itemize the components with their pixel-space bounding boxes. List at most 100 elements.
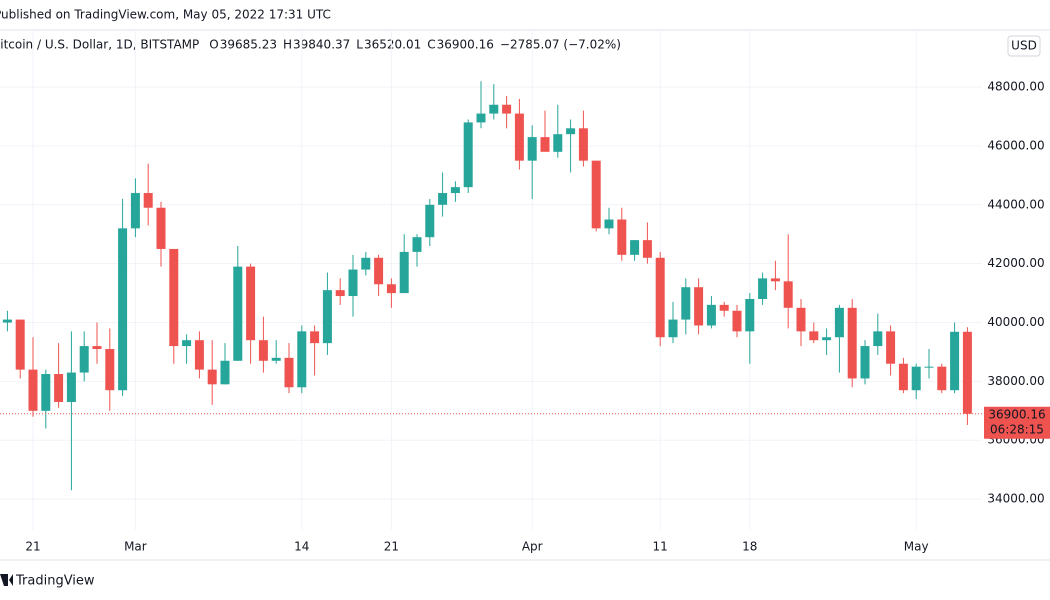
candle-body <box>578 128 588 161</box>
candle-body <box>617 219 627 255</box>
y-tick-label: 42000.00 <box>987 256 1044 270</box>
candle-body <box>118 228 128 391</box>
candle-body <box>822 337 832 341</box>
brand-logo <box>0 574 13 586</box>
candle-body <box>28 369 38 411</box>
x-tick-label: 18 <box>742 540 757 554</box>
candle-body <box>386 284 396 294</box>
candle-body <box>527 137 537 161</box>
candle-body <box>220 360 230 385</box>
candle-body <box>540 137 550 152</box>
ohlc-value: 36520.01 <box>364 38 421 52</box>
candle-body <box>911 366 921 391</box>
candle-body <box>604 219 614 229</box>
y-tick-label: 34000.00 <box>987 492 1044 506</box>
last-price-label: 36900.16 <box>988 407 1045 421</box>
candle-body <box>374 257 384 285</box>
candle-body <box>668 319 678 338</box>
candle-body <box>476 113 486 123</box>
x-tick-label: 21 <box>384 540 399 554</box>
candle-body <box>591 160 601 229</box>
candle-body <box>873 331 883 347</box>
ohlc-value: 39685.23 <box>220 38 277 52</box>
published-note: Published on TradingView.com, May 05, 20… <box>0 8 331 22</box>
candle-body <box>438 193 448 205</box>
candle-body <box>834 307 844 338</box>
ohlc-value: 39840.37 <box>293 38 350 52</box>
x-tick-label: May <box>904 540 929 554</box>
candle-body <box>169 248 179 347</box>
candle-body <box>79 346 89 373</box>
candle-body <box>706 304 716 326</box>
ohlc-key: H <box>283 38 292 52</box>
currency-label[interactable]: USD <box>1011 39 1037 53</box>
candle-body <box>860 346 870 379</box>
candle-body <box>297 331 307 388</box>
candle-body <box>796 307 806 332</box>
candle-body <box>399 251 409 294</box>
symbol-title: Bitcoin / U.S. Dollar, 1D, BITSTAMP <box>0 38 199 52</box>
candle-body <box>642 240 652 258</box>
candle-body <box>732 310 742 332</box>
ohlc-key: L <box>356 38 363 52</box>
change: −2785.07 (−7.02%) <box>500 38 621 52</box>
ohlc-key: C <box>427 38 435 52</box>
x-tick-label: 21 <box>25 540 40 554</box>
candle-body <box>847 307 857 379</box>
candle-body <box>105 349 115 391</box>
candle-body <box>924 366 934 368</box>
candle-body <box>92 346 102 350</box>
candle-body <box>783 281 793 308</box>
candle-body <box>489 104 499 114</box>
y-tick-label: 40000.00 <box>987 315 1044 329</box>
candle-body <box>2 319 12 323</box>
candle-body <box>950 331 960 391</box>
candle-body <box>809 331 819 341</box>
currency-button[interactable] <box>1007 35 1041 57</box>
candle-body <box>156 207 166 249</box>
candle-body <box>182 340 192 347</box>
candle-body <box>246 266 256 341</box>
candle-body <box>502 104 512 114</box>
y-tick-label: 38000.00 <box>987 374 1044 388</box>
candle-body <box>258 340 268 361</box>
y-tick-label: 48000.00 <box>987 80 1044 94</box>
candle-body <box>758 278 768 299</box>
candle-body <box>361 257 371 270</box>
candle-body <box>694 287 704 326</box>
y-tick-label: 46000.00 <box>987 138 1044 152</box>
candle-body <box>335 290 345 297</box>
candle-body <box>425 204 435 238</box>
candle-body <box>41 374 51 411</box>
candle-body <box>962 331 972 414</box>
candle-body <box>719 304 729 311</box>
candle-body <box>514 113 524 161</box>
candle-body <box>463 122 473 188</box>
candle-body <box>143 193 153 208</box>
candle-body <box>770 278 780 282</box>
ohlc-key: O <box>209 38 218 52</box>
x-tick-label: 11 <box>653 540 668 554</box>
candle-body <box>15 319 25 370</box>
candle-body <box>937 366 947 391</box>
candle-body <box>681 287 691 320</box>
countdown-label: 06:28:15 <box>990 422 1044 436</box>
last-price-box <box>984 406 1050 439</box>
candle-body <box>284 357 294 388</box>
candle-body <box>348 269 358 297</box>
candle-body <box>194 340 204 370</box>
candle-body <box>553 134 563 152</box>
candle-body <box>233 266 243 361</box>
x-tick-label: Mar <box>124 540 147 554</box>
candle-body <box>450 187 460 194</box>
candle-body <box>566 128 576 135</box>
candle-body <box>322 290 332 344</box>
candle-body <box>54 374 64 402</box>
candle-body <box>886 331 896 364</box>
candle-body <box>271 357 281 361</box>
x-tick-label: Apr <box>522 540 543 554</box>
brand-name: TradingView <box>15 574 95 589</box>
candle-body <box>655 257 665 338</box>
candle-body <box>898 363 908 391</box>
x-tick-label: 14 <box>294 540 309 554</box>
